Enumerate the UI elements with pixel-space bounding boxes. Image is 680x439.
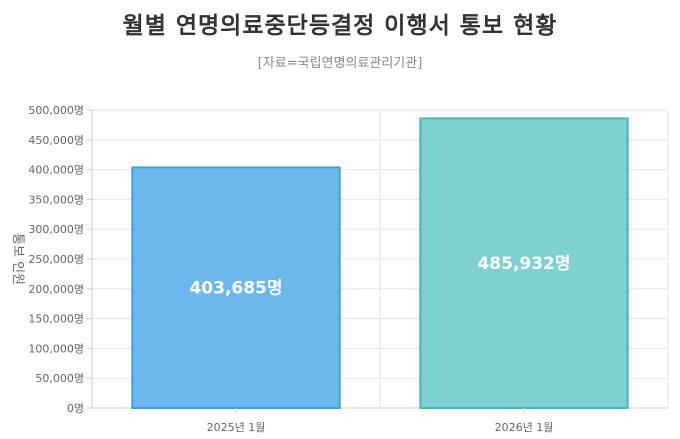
bar-value-label: 403,685명 (189, 279, 282, 299)
bar (131, 166, 341, 409)
y-tick-label: 50,000명 (35, 372, 84, 385)
y-tick-label: 100,000명 (28, 342, 84, 355)
x-tick-label: 2025년 1월 (207, 421, 266, 434)
y-axis-ticks: 0명 50,000명 100,000명 150,000명 200,000명 250,000… (28, 104, 92, 415)
y-tick-label: 450,000명 (28, 134, 84, 147)
y-tick-label: 0명 (67, 402, 84, 415)
y-axis-label: 통보 인원 (10, 233, 25, 285)
y-tick-label: 150,000명 (28, 313, 84, 326)
bar-value-label: 485,932명 (477, 254, 570, 274)
x-tick-label: 2026년 1월 (495, 421, 554, 434)
y-tick-label: 500,000명 (28, 104, 84, 117)
y-tick-label: 400,000명 (28, 164, 84, 177)
bars: 403,685명 485,932명 (131, 117, 629, 410)
y-tick-label: 200,000명 (28, 283, 84, 296)
chart-title: 월별 연명의료중단등결정 이행서 통보 현황 (122, 13, 558, 39)
chart-subtitle: [자료=국립연명의료관리기관] (257, 56, 423, 71)
y-tick-label: 250,000명 (28, 253, 84, 266)
x-axis-ticks: 2025년 1월 2026년 1월 (207, 408, 554, 434)
y-tick-label: 350,000명 (28, 193, 84, 206)
y-tick-label: 300,000명 (28, 223, 84, 236)
bar (419, 117, 629, 410)
